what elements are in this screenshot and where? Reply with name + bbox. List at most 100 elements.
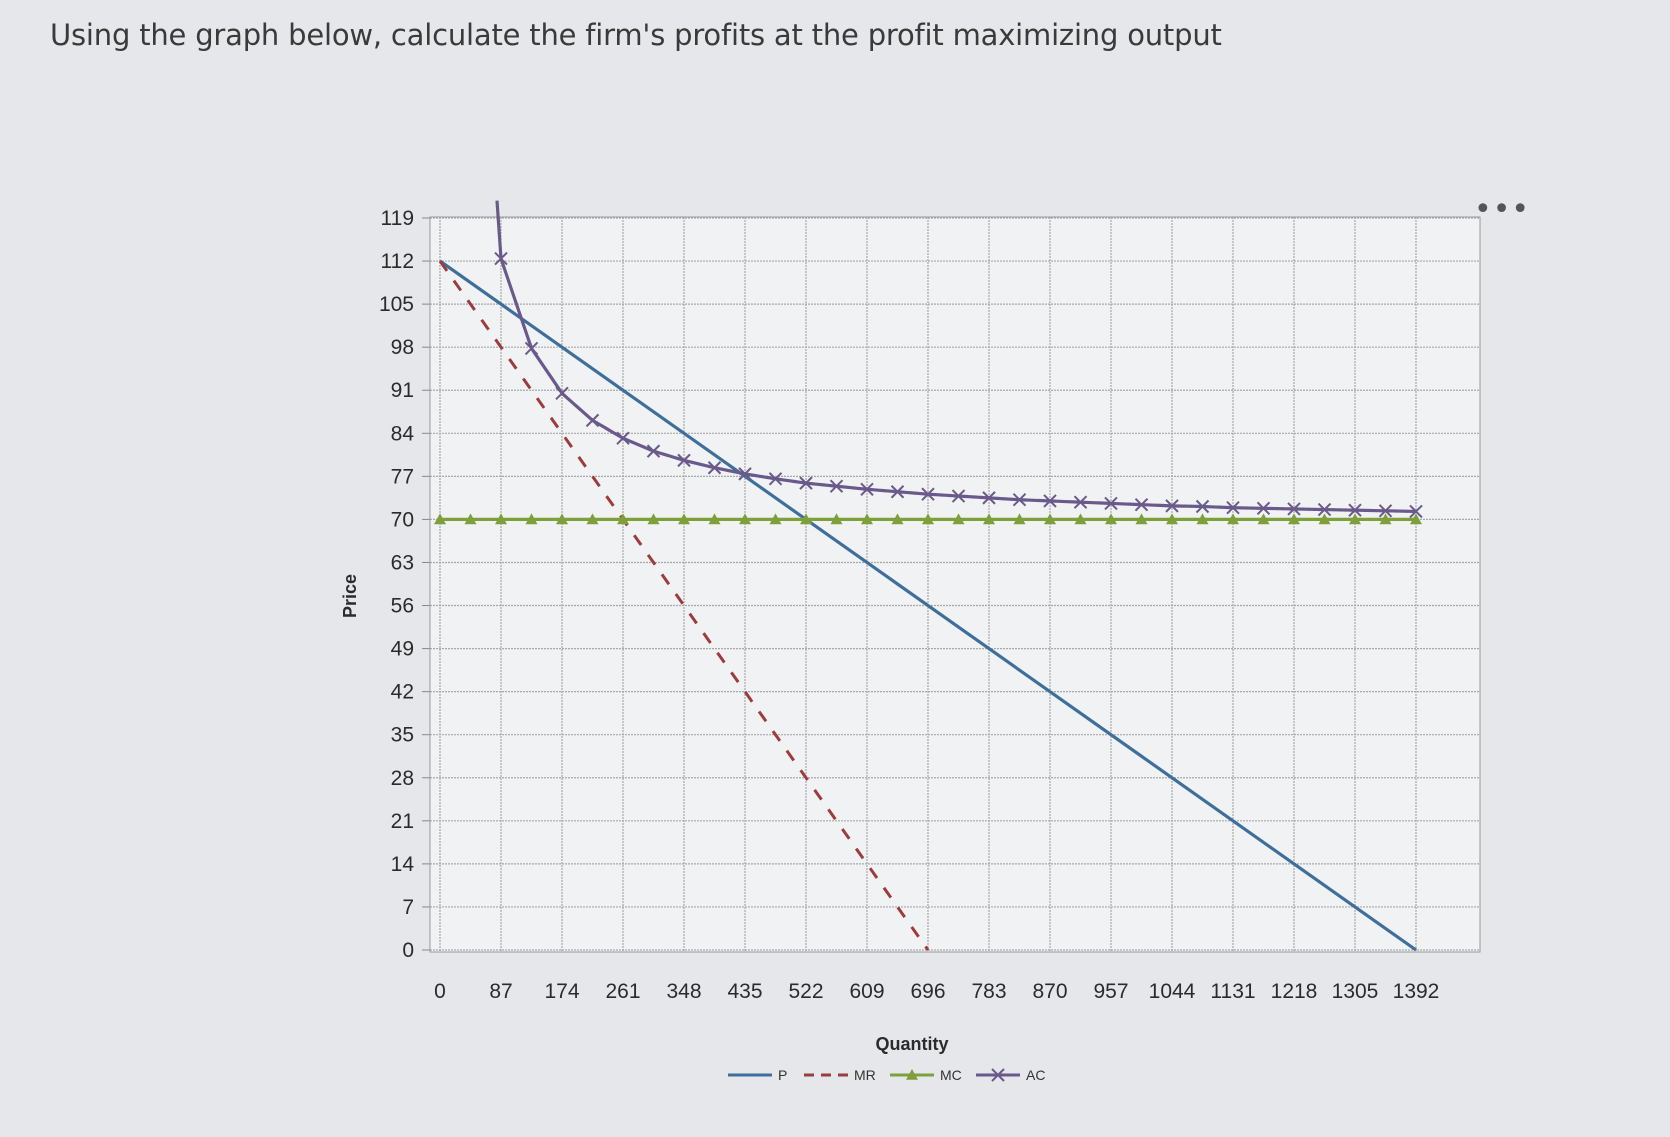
data-point-marker: [890, 485, 905, 499]
data-point-marker: [982, 491, 996, 505]
x-axis-title: Quantity: [875, 1034, 948, 1054]
data-point-marker: [495, 513, 507, 525]
x-tick-label: 87: [489, 980, 512, 1003]
data-point-marker: [647, 513, 660, 525]
data-point-marker: [983, 513, 995, 525]
data-point-marker: [617, 513, 629, 525]
data-point-marker: [586, 513, 599, 525]
data-point-marker: [708, 513, 721, 525]
series-mr: [438, 260, 930, 951]
plot-area: [429, 216, 1481, 953]
data-point-marker: [524, 341, 539, 356]
data-point-marker: [921, 487, 935, 501]
data-point-marker: [1288, 513, 1300, 525]
data-point-marker: [1104, 496, 1118, 511]
y-tick-label: 91: [391, 379, 414, 402]
x-tick-label: 609: [849, 980, 884, 1003]
data-point-marker: [800, 513, 812, 525]
data-point-marker: [1226, 501, 1240, 515]
data-point-marker: [739, 513, 751, 525]
data-point-marker: [1073, 495, 1088, 509]
data-point-marker: [1348, 503, 1362, 517]
data-point-marker: [830, 513, 843, 525]
data-point-marker: [1044, 513, 1056, 525]
data-point-marker: [585, 413, 600, 428]
legend-label: MC: [940, 1067, 962, 1083]
x-tick-label: 1218: [1271, 980, 1318, 1003]
y-tick-label: 56: [391, 595, 414, 618]
y-tick-label: 14: [391, 853, 415, 876]
legend-item-mr: MR: [804, 1067, 876, 1083]
data-point-marker: [1074, 513, 1087, 525]
y-axis-title: Price: [340, 574, 360, 618]
data-point-marker: [1227, 513, 1239, 525]
question-text: Using the graph below, calculate the fir…: [50, 18, 1222, 52]
data-point-marker: [891, 513, 904, 525]
y-tick-label: 0: [402, 939, 414, 962]
data-point-marker: [1134, 497, 1149, 512]
series-layer: [434, 200, 1423, 952]
data-point-marker: [1349, 513, 1361, 525]
data-point-marker: [1166, 513, 1178, 525]
data-point-marker: [860, 482, 874, 496]
x-tick-label: 522: [788, 980, 823, 1003]
data-point-marker: [1410, 513, 1422, 525]
series-p: [439, 259, 1417, 952]
data-point-marker: [646, 444, 661, 458]
x-tick-label: 870: [1032, 980, 1067, 1003]
gridlines: [422, 217, 1480, 952]
data-point-marker: [677, 453, 691, 468]
legend: P MR MC AC: [728, 1067, 1045, 1083]
y-tick-label: 28: [391, 767, 414, 790]
legend-label: P: [778, 1067, 787, 1083]
x-tick-labels: 0 87 174 261 348 435 522 609 696 783 870 957 1044 113…: [434, 980, 1439, 1003]
data-point-marker: [738, 467, 752, 481]
x-tick-label: 0: [434, 980, 446, 1003]
y-tick-label: 49: [391, 638, 414, 661]
series-ac: [494, 200, 1423, 519]
data-point-marker: [1013, 513, 1026, 525]
x-tick-label: 696: [910, 980, 945, 1003]
data-point-marker: [829, 479, 844, 493]
x-tick-label: 1131: [1210, 980, 1255, 1003]
data-point-marker: [951, 489, 966, 503]
data-point-marker: [555, 386, 569, 401]
data-point-marker: [1409, 504, 1423, 519]
series-line-mr: [438, 260, 930, 951]
y-tick-label: 35: [391, 724, 414, 747]
y-tick-label: 84: [391, 422, 415, 445]
x-tick-label: 1044: [1149, 980, 1196, 1003]
y-tick-label: 112: [381, 250, 414, 273]
data-point-marker: [1043, 494, 1057, 508]
y-tick-label: 63: [391, 551, 414, 574]
data-point-marker: [464, 513, 477, 525]
legend-item-mc: MC: [890, 1067, 962, 1083]
data-point-marker: [1256, 501, 1271, 516]
data-point-marker: [906, 1069, 918, 1080]
more-options-icon[interactable]: •••: [1474, 192, 1531, 227]
x-tick-label: 1305: [1332, 980, 1379, 1003]
y-tick-label: 105: [379, 293, 414, 316]
data-point-marker: [707, 461, 722, 475]
x-tick-label: 957: [1093, 980, 1128, 1003]
data-point-marker: [1317, 502, 1332, 517]
data-point-marker: [525, 513, 538, 525]
data-point-marker: [1379, 513, 1392, 525]
data-point-marker: [494, 251, 508, 266]
data-point-marker: [1105, 513, 1117, 525]
legend-label: MR: [854, 1067, 876, 1083]
y-tick-label: 119: [381, 207, 414, 230]
x-tick-label: 1392: [1393, 980, 1440, 1003]
data-point-marker: [1195, 499, 1210, 514]
data-point-marker: [952, 513, 965, 525]
x-tick-label: 783: [971, 980, 1006, 1003]
data-point-marker: [991, 1068, 1005, 1082]
y-tick-label: 21: [391, 810, 414, 833]
data-point-marker: [556, 513, 568, 525]
x-tick-label: 348: [666, 980, 701, 1003]
data-point-marker: [1257, 513, 1270, 525]
legend-item-p: P: [728, 1067, 787, 1083]
series-line-p: [439, 259, 1417, 952]
data-point-marker: [1012, 493, 1027, 507]
